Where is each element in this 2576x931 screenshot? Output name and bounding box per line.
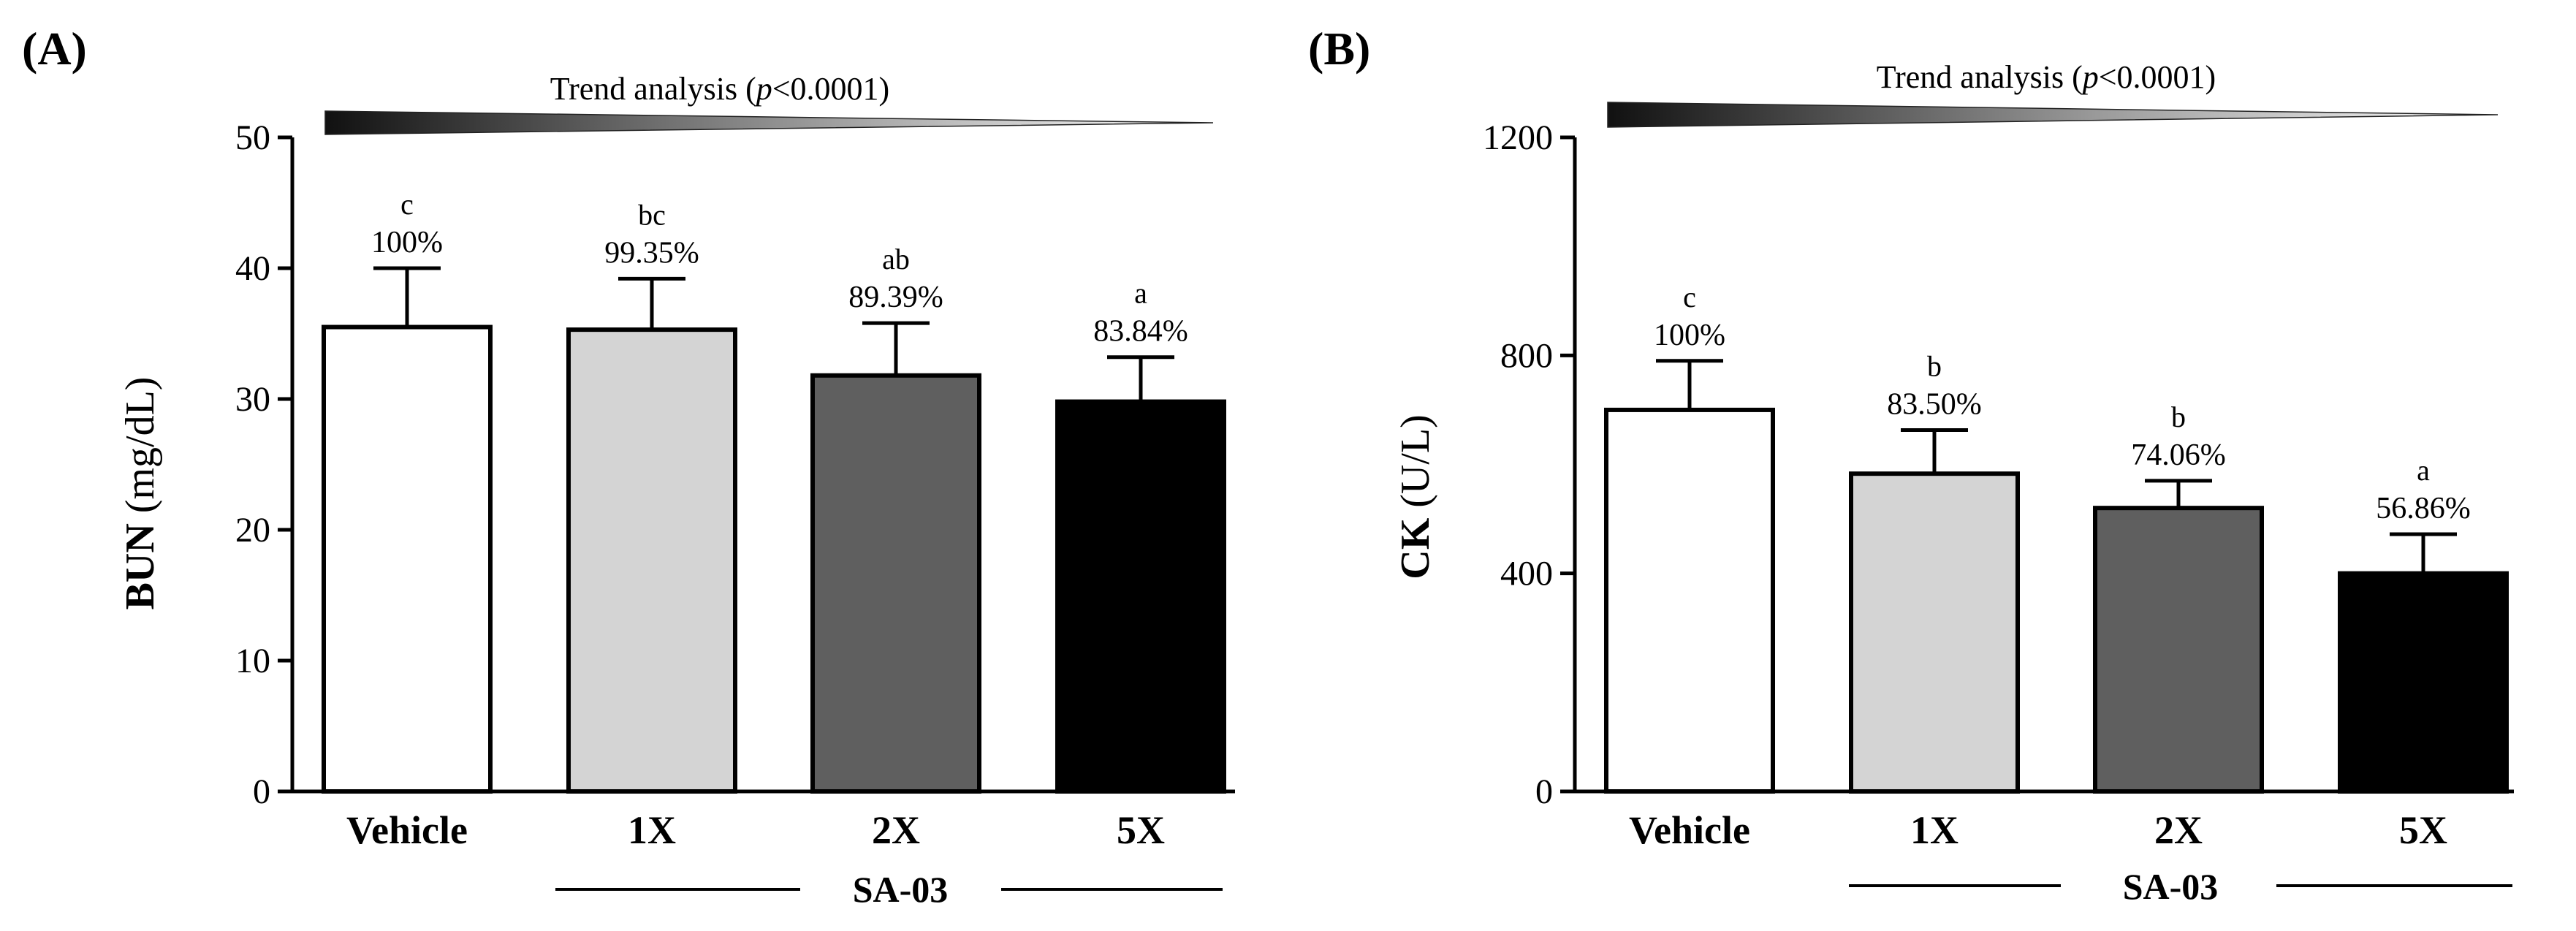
panel-a-bar (322, 324, 493, 794)
panel-b-percent-label: 100% (1654, 319, 1725, 352)
panel-b-trend-wedge (1607, 102, 2499, 128)
panel-a-bar (566, 327, 737, 794)
panel-a-label: (A) (22, 23, 87, 75)
panel-b-label: (B) (1308, 23, 1370, 75)
panel-a-percent-label: 83.84% (1093, 315, 1188, 349)
panel-a-y-tick-label: 0 (253, 772, 270, 811)
panel-b-group-label: SA-03 (2123, 866, 2219, 907)
panel-a-bar (1055, 399, 1226, 794)
panel-b-percent-label: 74.06% (2131, 438, 2226, 472)
panel-a-category-label: Vehicle (346, 808, 468, 852)
panel-a-category-label: 2X (872, 808, 920, 852)
panel-a-percent-label: 89.39% (848, 281, 943, 314)
panel-b-percent-label: 56.86% (2376, 492, 2471, 525)
panel-b-bar (1849, 471, 2020, 794)
panel-b-trend-label: Trend analysis (p<0.0001) (1877, 59, 2216, 95)
panel-a-significance-label: bc (638, 198, 666, 231)
panel-b-category-label: 5X (2399, 808, 2447, 852)
panel-b-y-tick-label: 800 (1500, 336, 1553, 375)
panel-b-significance-label: b (1927, 350, 1942, 383)
panel-a-y-tick-label: 20 (235, 511, 270, 550)
panel-b-bar (1604, 407, 1775, 794)
panel-b-percent-label: 83.50% (1887, 388, 1982, 422)
panel-a-significance-label: ab (882, 243, 910, 276)
panel-b-significance-label: c (1683, 281, 1696, 314)
panel-b-y-tick-label: 1200 (1483, 118, 1553, 157)
panel-b-y-tick-label: 0 (1535, 772, 1553, 811)
panel-a-category-label: 5X (1117, 808, 1165, 852)
panel-a-percent-label: 99.35% (604, 236, 699, 270)
panel-b-chart: (B) Trend analysis (p<0.0001) CK (U/L) S… (1308, 23, 2514, 907)
panel-a-significance-label: a (1134, 277, 1147, 310)
panel-b-y-tick-label: 400 (1500, 555, 1553, 593)
panel-a-y-tick-label: 10 (235, 642, 270, 680)
panel-a-trend-label: Trend analysis (p<0.0001) (550, 71, 889, 107)
panel-a-y-tick-label: 40 (235, 249, 270, 288)
panel-b-bar (2338, 571, 2509, 794)
panel-b-category-label: 2X (2154, 808, 2203, 852)
panel-b-significance-label: b (2171, 400, 2186, 433)
panel-a-group-label: SA-03 (853, 869, 949, 910)
panel-b-category-label: 1X (1910, 808, 1958, 852)
panel-b-significance-label: a (2417, 454, 2430, 487)
panel-a-y-tick-label: 50 (235, 118, 270, 157)
panel-a-y-axis-label: BUN (mg/dL) (118, 377, 163, 610)
panel-a-y-tick-label: 30 (235, 380, 270, 419)
panel-b-y-axis-label: CK (U/L) (1393, 414, 1438, 580)
panel-a-category-label: 1X (628, 808, 676, 852)
panel-a-significance-label: c (400, 188, 414, 221)
panel-b-category-label: Vehicle (1629, 808, 1750, 852)
panel-a-chart: (A) Trend analysis (p<0.0001) BUN (mg/dL… (22, 23, 1235, 910)
panel-a-bar (810, 373, 981, 794)
panel-a-percent-label: 100% (371, 226, 443, 259)
panel-b-bar (2093, 506, 2264, 794)
panel-a-trend-wedge (324, 110, 1214, 135)
